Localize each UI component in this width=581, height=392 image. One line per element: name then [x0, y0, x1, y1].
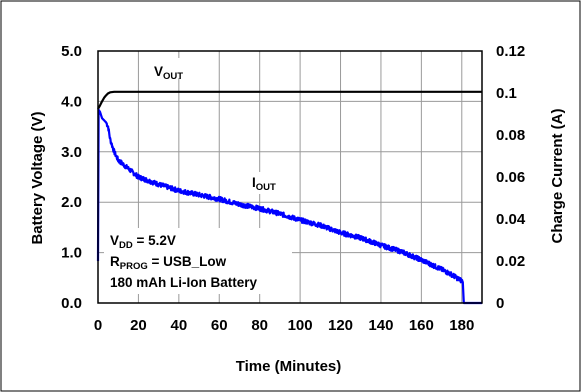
y-right-axis-label: Charge Current (A) — [549, 108, 566, 243]
x-tick-label: 100 — [288, 317, 313, 334]
y-right-tick-label: 0.06 — [496, 169, 525, 186]
y-right-tick-label: 0.02 — [496, 253, 525, 270]
y-left-tick-label: 0.0 — [61, 295, 82, 312]
y-left-axis-label: Battery Voltage (V) — [29, 111, 46, 244]
x-tick-label: 120 — [328, 317, 353, 334]
y-right-tick-label: 0.1 — [496, 85, 517, 102]
conditions-box-bg — [104, 228, 292, 294]
battery-label: 180 mAh Li-Ion Battery — [110, 275, 258, 290]
x-tick-label: 160 — [409, 317, 434, 334]
y-right-tick-label: 0.12 — [496, 43, 525, 60]
x-tick-label: 40 — [170, 317, 187, 334]
iout-label: IOUT — [252, 175, 276, 193]
iout-label-main: I — [252, 175, 256, 190]
x-tick-label: 80 — [251, 317, 268, 334]
vdd-label-rest: = 5.2V — [133, 233, 176, 248]
y-left-tick-label: 4.0 — [61, 93, 82, 110]
y-right-tick-label: 0.08 — [496, 127, 525, 144]
vdd-label-sub: DD — [119, 240, 133, 251]
y-right-tick-label: 0.04 — [496, 211, 526, 228]
y-left-tick-label: 1.0 — [61, 245, 82, 262]
y-left-tick-label: 3.0 — [61, 144, 82, 161]
x-tick-label: 180 — [449, 317, 474, 334]
x-tick-label: 0 — [94, 317, 102, 334]
vout-series-line — [97, 90, 482, 110]
plot-area-frame — [97, 50, 483, 304]
y-left-tick-label: 5.0 — [61, 43, 82, 60]
x-axis-label: Time (Minutes) — [236, 358, 342, 375]
vout-label-sub: OUT — [163, 71, 183, 82]
series-layer — [96, 90, 483, 305]
vout-label: VOUT — [154, 64, 183, 82]
x-tick-label: 60 — [211, 317, 228, 334]
rprog-label-sub: PROG — [120, 261, 148, 272]
x-tick-label: 20 — [130, 317, 147, 334]
vout-label-bg — [148, 58, 192, 78]
y-right-tick-label: 0 — [496, 295, 504, 312]
iout-label-sub: OUT — [256, 182, 276, 193]
iout-label-bg — [236, 172, 284, 194]
x-tick-label: 140 — [368, 317, 393, 334]
rprog-label: RPROG = USB_Low — [110, 254, 227, 272]
vdd-label-main: V — [110, 233, 119, 248]
vdd-label: VDD = 5.2V — [110, 233, 176, 251]
rprog-label-main: R — [110, 254, 120, 269]
y-left-tick-label: 2.0 — [61, 194, 82, 211]
vout-label-main: V — [154, 64, 163, 79]
tick-labels: 0 20 40 60 80 100 120 140 160 180 0.0 1.0 2.0 3.0 4.0 5… — [61, 43, 526, 334]
iout-series-line — [96, 108, 483, 305]
annotations: VOUT IOUT VDD = 5.2V RPROG = USB_Low 180… — [104, 58, 292, 294]
rprog-label-rest: = USB_Low — [148, 254, 227, 269]
